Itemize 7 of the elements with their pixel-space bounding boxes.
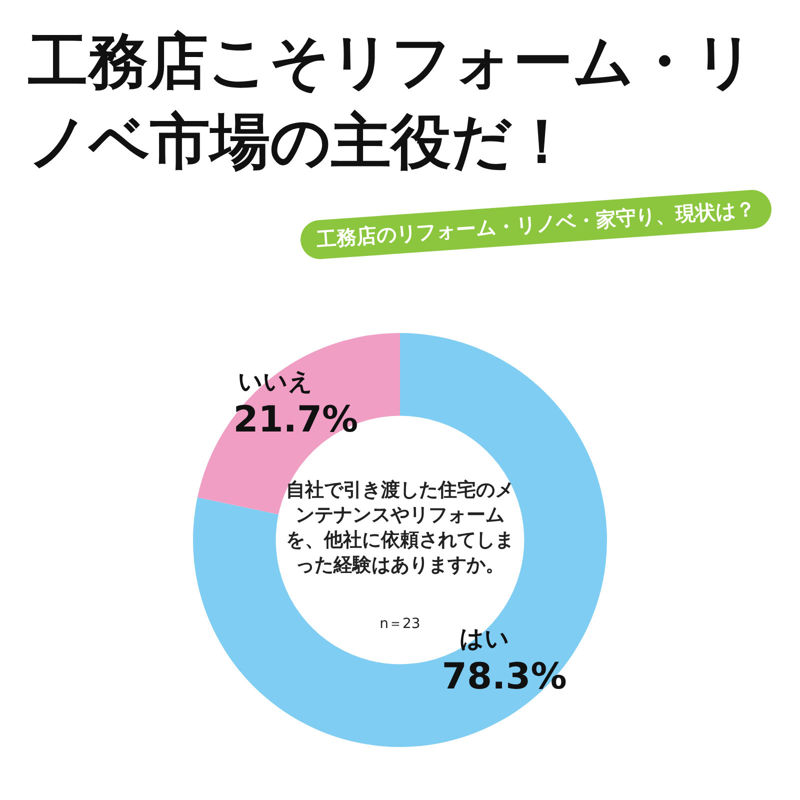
data-label: 21.7% (233, 399, 358, 440)
text: 自社で引き渡した住宅のメンテナンスやリフォームを、他社に依頼されてしまった経験はありますか。 (285, 478, 515, 578)
chart-title: 工務店こそリフォーム・リノベ市場の主役だ！ (28, 26, 756, 179)
slice-label: はい (459, 624, 510, 653)
slice-label: いいえ (238, 367, 314, 396)
text: n＝23 (380, 616, 420, 632)
chart-subtitle: 工務店のリフォーム・リノベ・家守り、現状は？ (299, 188, 773, 260)
